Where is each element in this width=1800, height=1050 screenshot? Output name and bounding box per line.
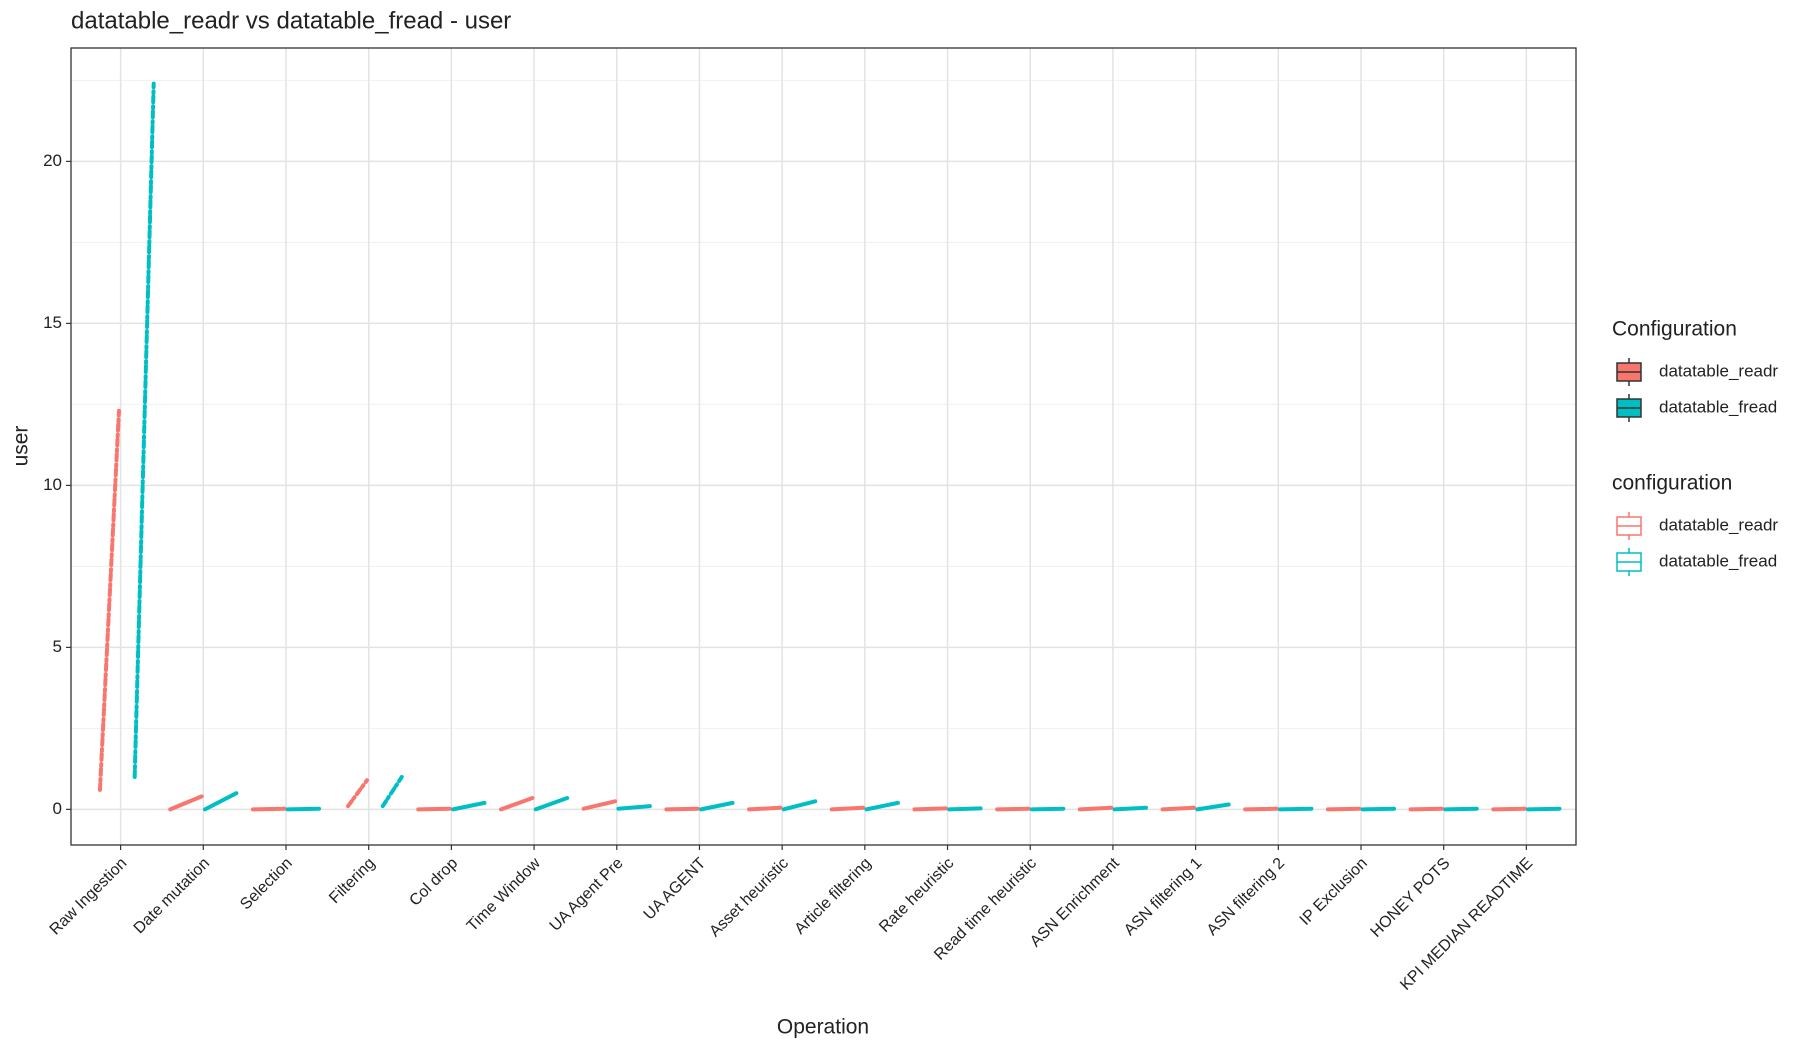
point-band <box>699 800 735 812</box>
point-band <box>416 806 452 812</box>
x-axis-label: Operation <box>777 1016 869 1039</box>
x-tick-label: IP Exclusion <box>1297 855 1371 929</box>
chart-title: datatable_readr vs datatable_fread - use… <box>71 7 511 34</box>
point-band <box>1077 805 1114 812</box>
x-tick-label: Col drop <box>406 855 461 910</box>
x-tick-label: ASN Enrichment <box>1027 854 1123 950</box>
point-band <box>1112 805 1148 812</box>
x-tick-label: Asset heuristic <box>706 855 792 941</box>
x-tick-label: Date mutation <box>131 855 213 937</box>
point-band <box>995 806 1031 812</box>
point-band <box>97 408 121 792</box>
point-band <box>285 806 322 812</box>
point-band <box>1277 806 1314 812</box>
point-band <box>1029 806 1066 812</box>
point-band <box>747 805 783 812</box>
point-band <box>346 778 370 809</box>
legend-title: Configuration <box>1612 318 1737 341</box>
point-band <box>1325 806 1362 812</box>
y-axis-label: user <box>10 426 33 467</box>
legend-label: datatable_readr <box>1659 515 1778 534</box>
x-tick-label: Time Window <box>464 854 544 934</box>
point-band <box>1526 806 1562 812</box>
x-tick-label: ASN filtering 1 <box>1121 855 1205 939</box>
point-band <box>380 774 404 809</box>
x-tick-label: Rate heuristic <box>876 855 957 936</box>
point-band <box>1243 806 1279 812</box>
x-tick-label: HONEY POTS <box>1368 855 1454 941</box>
y-tick-label: 0 <box>53 799 62 818</box>
x-tick-label: ASN filtering 2 <box>1204 855 1288 939</box>
point-band <box>581 799 618 811</box>
legend-label: datatable_fread <box>1659 397 1777 416</box>
y-tick-label: 10 <box>43 475 62 494</box>
point-band <box>1408 806 1445 812</box>
point-band <box>533 796 570 812</box>
x-tick-label: Filtering <box>326 855 378 907</box>
point-band <box>132 81 156 779</box>
point-band <box>781 799 818 812</box>
point-band <box>1195 802 1231 812</box>
point-band <box>1160 805 1196 812</box>
point-band <box>1491 806 1527 812</box>
x-tick-label: Article filtering <box>792 855 875 938</box>
point-band <box>947 806 983 812</box>
x-tick-label: Selection <box>237 855 296 914</box>
legend-label: datatable_fread <box>1659 551 1777 570</box>
x-tick-label: Raw Ingestion <box>47 855 131 939</box>
point-band <box>1443 806 1479 812</box>
x-tick-label: UA AGENT <box>641 855 710 924</box>
y-tick-label: 5 <box>53 637 62 656</box>
point-band <box>829 805 866 812</box>
point-band <box>1360 806 1397 812</box>
plot-border <box>70 47 1577 846</box>
x-tick-label: UA Agent Pre <box>547 855 627 935</box>
point-band <box>451 800 487 812</box>
point-band <box>499 796 535 812</box>
point-band <box>616 804 652 811</box>
point-band <box>864 800 900 812</box>
plot-background <box>71 48 1576 845</box>
x-tick-label: KPI MEDIAN READTIME <box>1397 855 1536 994</box>
legend-label: datatable_readr <box>1659 361 1778 380</box>
point-band <box>202 791 239 812</box>
y-tick-label: 20 <box>43 151 62 170</box>
point-band <box>664 806 700 812</box>
legend-title: configuration <box>1612 472 1732 495</box>
point-band <box>168 794 204 812</box>
y-tick-label: 15 <box>43 313 62 332</box>
point-band <box>250 806 287 812</box>
point-band <box>912 806 948 812</box>
